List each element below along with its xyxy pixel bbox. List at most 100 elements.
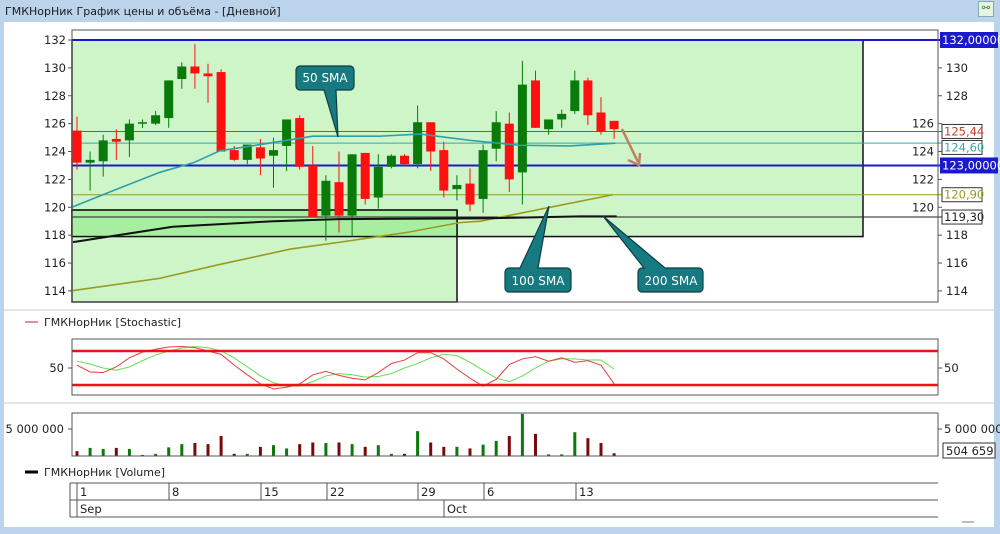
volume-bar [560, 454, 564, 456]
volume-bar [403, 453, 406, 456]
volume-bar [127, 448, 131, 456]
candle-body [242, 144, 252, 160]
price-label-box [941, 123, 983, 139]
volume-bar [389, 453, 393, 456]
price-plot-frame [71, 29, 939, 303]
date-day-15: 15 [264, 485, 279, 499]
candle [164, 80, 174, 128]
right-tick-label: 118 [946, 228, 968, 242]
candle [439, 141, 449, 198]
volume-bar [376, 445, 380, 456]
left-tick-label: 116 [44, 256, 66, 270]
volume-bar [75, 451, 79, 456]
volume-bar [599, 443, 603, 456]
date-month-sep: Sep [80, 502, 102, 516]
volume-bar [547, 454, 551, 456]
stochastic-legend: ГМКНорНик [Stochastic] [44, 316, 181, 329]
date-day-13: 13 [579, 485, 594, 499]
price-label-box [940, 32, 998, 48]
volume-bar [101, 448, 105, 456]
sma-line-200 [72, 215, 617, 244]
volume-bar [363, 446, 367, 456]
volume-bar [272, 445, 275, 456]
stochastic-plot-frame [71, 338, 939, 396]
title-bar: ГМКНорНик График цены и объёма - [Дневно… [0, 0, 1000, 22]
candle [138, 119, 147, 128]
date-day-6: 6 [487, 485, 494, 499]
candle-body [413, 122, 423, 165]
price-label: 120,90 [944, 188, 984, 202]
date-day-22: 22 [330, 485, 345, 499]
right-tick-label: 116 [946, 256, 968, 270]
candle [347, 154, 357, 237]
date-axis: 1 8 15 22 29 6 13 Sep Oct [69, 482, 938, 518]
candle [531, 70, 540, 128]
candle-body [72, 130, 82, 163]
right-tick-label: 128 [946, 89, 968, 103]
sma-line-50 [71, 133, 616, 209]
callout-200-sma: 200 SMA [602, 215, 704, 293]
candle [124, 119, 134, 158]
volume-bar [154, 453, 158, 456]
candle-body [295, 118, 305, 167]
candle [360, 152, 370, 205]
left-tick-label: 128 [44, 89, 66, 103]
stochastic-tick-right: 50 [944, 361, 959, 375]
candle-body [321, 180, 331, 216]
right-tick-label: 126 [912, 117, 934, 131]
volume-legend: ГМКНорНик [Volume] [44, 466, 165, 479]
candle [151, 111, 161, 126]
candle [177, 62, 187, 89]
candle [478, 144, 488, 213]
candle [544, 119, 554, 135]
volume-bar [180, 444, 184, 456]
left-tick-label: 118 [44, 228, 66, 242]
volume-bar [416, 431, 420, 456]
candle-body [164, 80, 174, 119]
volume-bar [494, 440, 498, 456]
volume-last-label: 504 659 [946, 444, 994, 458]
volume-bar [573, 432, 577, 456]
candle-body [517, 84, 527, 173]
candle [386, 154, 396, 169]
price-label-box [941, 139, 983, 155]
right-tick-label: 114 [946, 284, 968, 298]
volume-bar [232, 453, 236, 456]
candle [98, 134, 108, 177]
candle-body [334, 182, 344, 216]
candle [308, 145, 318, 218]
volume-bar [507, 436, 511, 456]
date-day-29: 29 [421, 485, 436, 499]
candle [583, 77, 593, 126]
candle [111, 129, 121, 160]
volume-bar [88, 447, 92, 456]
date-month-oct: Oct [447, 502, 467, 516]
candle-body [609, 120, 619, 130]
chart-link-icon[interactable]: ⚯ [978, 1, 994, 17]
candle-body [557, 113, 567, 120]
candle-body [400, 155, 409, 165]
volume-bar [455, 446, 459, 456]
price-label: 125,44 [944, 124, 984, 138]
candle [452, 175, 462, 201]
candle-body [360, 152, 370, 199]
candle [491, 111, 501, 162]
candle-body [98, 140, 108, 162]
candle [413, 105, 423, 169]
volume-tick-left: 5 000 000 [5, 422, 64, 436]
volume-bar [258, 446, 262, 456]
candle-body [216, 72, 226, 152]
candle-body [151, 115, 161, 124]
candle-body [373, 166, 383, 198]
candle [465, 168, 475, 212]
callout-100-sma: 100 SMA [504, 205, 572, 293]
candle-body [203, 73, 213, 77]
volume-bar [311, 442, 315, 456]
candle [216, 69, 226, 152]
candle [596, 97, 606, 135]
volume-bar [245, 453, 249, 456]
candle-body [308, 165, 318, 218]
callout-100-sma-label: 100 SMA [512, 274, 566, 288]
volume-bar [206, 444, 210, 456]
